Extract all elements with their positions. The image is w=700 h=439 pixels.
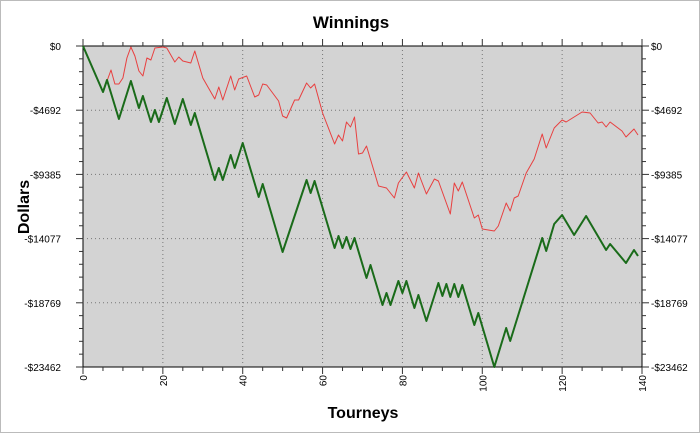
x-tick-label: 60 (319, 375, 330, 387)
y-tick-label-right: -$23462 (651, 363, 688, 374)
chart-title: Winnings (313, 13, 389, 32)
y-tick-label-right: -$18769 (651, 299, 688, 310)
x-tick-label: 40 (239, 375, 250, 387)
x-axis-label: Tourneys (328, 405, 399, 422)
x-tick-label: 100 (478, 375, 489, 392)
y-tick-label-left: $0 (50, 42, 62, 53)
y-tick-label-left: -$9385 (30, 170, 62, 181)
y-tick-label-left: -$4692 (30, 106, 62, 117)
y-tick-label-left: -$18769 (24, 299, 61, 310)
y-tick-label-right: -$4692 (651, 106, 683, 117)
x-tick-label: 120 (558, 375, 569, 392)
y-tick-label-left: -$23462 (24, 363, 61, 374)
y-tick-label-right: $0 (651, 42, 663, 53)
x-tick-label: 20 (159, 375, 170, 387)
x-tick-label: 0 (79, 375, 90, 381)
y-tick-label-right: -$14077 (651, 235, 688, 246)
x-tick-label: 80 (398, 375, 409, 387)
y-tick-label-left: -$14077 (24, 235, 61, 246)
plot-background (82, 45, 643, 368)
y-axis-label: Dollars (16, 180, 33, 234)
x-tick-label: 140 (638, 375, 649, 392)
plot-area: 0 20 40 60 80 100 120 140 $0 $0 -$4692 -$4692 -$9385… (24, 39, 688, 392)
y-tick-label-right: -$9385 (651, 170, 683, 181)
series-line-2 (82, 45, 639, 368)
series-line-1 (82, 45, 639, 232)
